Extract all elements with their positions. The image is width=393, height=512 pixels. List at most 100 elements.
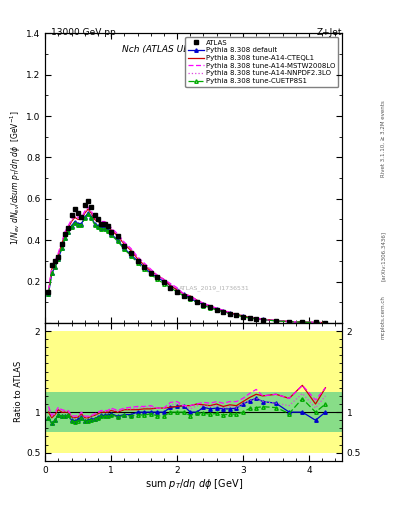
Pythia 8.308 tune-A14-CTEQL1	[261, 316, 265, 322]
Pythia 8.308 tune-CUETP8S1	[73, 220, 77, 226]
Pythia 8.308 tune-A14-NNPDF2.3LO	[214, 306, 219, 312]
Pythia 8.308 tune-CUETP8S1	[50, 270, 54, 276]
Pythia 8.308 tune-A14-NNPDF2.3LO	[50, 265, 54, 271]
Pythia 8.308 default	[274, 318, 278, 324]
Pythia 8.308 tune-A14-CTEQL1	[66, 225, 71, 231]
Pythia 8.308 tune-CUETP8S1	[142, 266, 147, 272]
Pythia 8.308 tune-A14-MSTW2008LO	[323, 319, 328, 326]
Pythia 8.308 tune-A14-MSTW2008LO	[83, 208, 87, 214]
ATLAS	[59, 241, 64, 247]
Pythia 8.308 tune-CUETP8S1	[195, 300, 199, 306]
Line: Pythia 8.308 tune-A14-NNPDF2.3LO: Pythia 8.308 tune-A14-NNPDF2.3LO	[48, 208, 325, 323]
ATLAS	[46, 289, 51, 295]
Pythia 8.308 tune-A14-CTEQL1	[129, 247, 133, 253]
Pythia 8.308 tune-A14-MSTW2008LO	[221, 307, 226, 313]
Pythia 8.308 tune-A14-MSTW2008LO	[261, 316, 265, 322]
Pythia 8.308 tune-A14-MSTW2008LO	[168, 281, 173, 287]
Pythia 8.308 tune-A14-CTEQL1	[95, 219, 100, 225]
Pythia 8.308 tune-A14-MSTW2008LO	[102, 219, 107, 225]
ATLAS	[135, 258, 140, 264]
Pythia 8.308 default	[195, 299, 199, 305]
Pythia 8.308 tune-A14-NNPDF2.3LO	[148, 267, 153, 273]
Pythia 8.308 tune-A14-MSTW2008LO	[79, 215, 84, 221]
ATLAS	[95, 217, 100, 223]
Pythia 8.308 tune-A14-MSTW2008LO	[86, 204, 90, 210]
Pythia 8.308 tune-A14-CTEQL1	[313, 319, 318, 326]
Pythia 8.308 tune-A14-MSTW2008LO	[50, 264, 54, 270]
Pythia 8.308 tune-A14-MSTW2008LO	[122, 239, 127, 245]
Pythia 8.308 tune-A14-CTEQL1	[148, 268, 153, 274]
Pythia 8.308 tune-A14-NNPDF2.3LO	[109, 226, 114, 232]
Pythia 8.308 default	[148, 270, 153, 276]
ATLAS	[102, 221, 107, 227]
Pythia 8.308 tune-A14-MSTW2008LO	[287, 318, 292, 325]
Pythia 8.308 tune-A14-CTEQL1	[92, 217, 97, 223]
ATLAS	[99, 221, 104, 227]
Pythia 8.308 tune-A14-NNPDF2.3LO	[56, 250, 61, 257]
ATLAS	[254, 316, 259, 322]
Pythia 8.308 tune-CUETP8S1	[201, 303, 206, 309]
Pythia 8.308 tune-A14-CTEQL1	[116, 233, 120, 239]
ATLAS	[188, 295, 193, 301]
Pythia 8.308 tune-CUETP8S1	[234, 312, 239, 318]
Y-axis label: Ratio to ATLAS: Ratio to ATLAS	[14, 361, 23, 422]
Pythia 8.308 tune-A14-NNPDF2.3LO	[92, 216, 97, 222]
Pythia 8.308 tune-A14-NNPDF2.3LO	[313, 319, 318, 326]
Pythia 8.308 tune-CUETP8S1	[221, 309, 226, 315]
Pythia 8.308 tune-CUETP8S1	[69, 224, 74, 230]
ATLAS	[168, 285, 173, 291]
Pythia 8.308 default	[208, 304, 212, 310]
Pythia 8.308 tune-CUETP8S1	[300, 319, 305, 325]
ATLAS	[221, 308, 226, 314]
Pythia 8.308 tune-CUETP8S1	[274, 318, 278, 324]
Pythia 8.308 tune-A14-NNPDF2.3LO	[59, 240, 64, 246]
Pythia 8.308 tune-CUETP8S1	[228, 311, 232, 317]
Pythia 8.308 default	[168, 283, 173, 289]
Pythia 8.308 default	[122, 245, 127, 251]
Pythia 8.308 tune-A14-MSTW2008LO	[201, 300, 206, 306]
Pythia 8.308 tune-CUETP8S1	[86, 211, 90, 218]
Pythia 8.308 tune-A14-NNPDF2.3LO	[122, 240, 127, 246]
Pythia 8.308 tune-CUETP8S1	[313, 319, 318, 326]
Pythia 8.308 tune-CUETP8S1	[66, 229, 71, 235]
Pythia 8.308 tune-CUETP8S1	[155, 276, 160, 283]
Pythia 8.308 default	[221, 308, 226, 314]
Pythia 8.308 tune-A14-CTEQL1	[86, 206, 90, 212]
Pythia 8.308 tune-A14-NNPDF2.3LO	[221, 308, 226, 314]
Pythia 8.308 tune-A14-MSTW2008LO	[76, 215, 81, 221]
Pythia 8.308 tune-CUETP8S1	[148, 271, 153, 278]
Pythia 8.308 tune-A14-MSTW2008LO	[195, 297, 199, 303]
Pythia 8.308 tune-A14-CTEQL1	[195, 297, 199, 303]
Pythia 8.308 default	[46, 291, 51, 297]
Pythia 8.308 tune-CUETP8S1	[62, 235, 67, 241]
Pythia 8.308 tune-A14-NNPDF2.3LO	[188, 294, 193, 300]
Pythia 8.308 tune-CUETP8S1	[135, 260, 140, 266]
Pythia 8.308 tune-A14-CTEQL1	[76, 217, 81, 223]
Pythia 8.308 tune-A14-CTEQL1	[201, 301, 206, 307]
Pythia 8.308 tune-CUETP8S1	[56, 255, 61, 262]
Pythia 8.308 default	[188, 295, 193, 301]
ATLAS	[89, 204, 94, 210]
Text: Nch (ATLAS UE in Z production): Nch (ATLAS UE in Z production)	[123, 45, 264, 54]
Text: Z+Jet: Z+Jet	[316, 28, 342, 37]
Pythia 8.308 tune-A14-CTEQL1	[162, 276, 166, 283]
Pythia 8.308 tune-A14-CTEQL1	[135, 255, 140, 262]
Pythia 8.308 tune-A14-MSTW2008LO	[116, 231, 120, 237]
Pythia 8.308 tune-A14-NNPDF2.3LO	[155, 272, 160, 279]
Pythia 8.308 tune-A14-CTEQL1	[181, 291, 186, 297]
ATLAS	[313, 319, 318, 326]
Pythia 8.308 tune-A14-NNPDF2.3LO	[175, 286, 180, 292]
Pythia 8.308 tune-CUETP8S1	[76, 222, 81, 228]
Pythia 8.308 tune-A14-CTEQL1	[274, 317, 278, 324]
Pythia 8.308 tune-CUETP8S1	[208, 305, 212, 311]
ATLAS	[201, 302, 206, 308]
ATLAS	[116, 233, 120, 239]
ATLAS	[69, 212, 74, 219]
ATLAS	[300, 319, 305, 325]
Line: Pythia 8.308 tune-A14-CTEQL1: Pythia 8.308 tune-A14-CTEQL1	[48, 209, 325, 323]
Pythia 8.308 tune-CUETP8S1	[95, 224, 100, 230]
Pythia 8.308 tune-CUETP8S1	[46, 291, 51, 297]
Pythia 8.308 default	[142, 264, 147, 270]
Pythia 8.308 default	[56, 255, 61, 262]
ATLAS	[79, 215, 84, 221]
